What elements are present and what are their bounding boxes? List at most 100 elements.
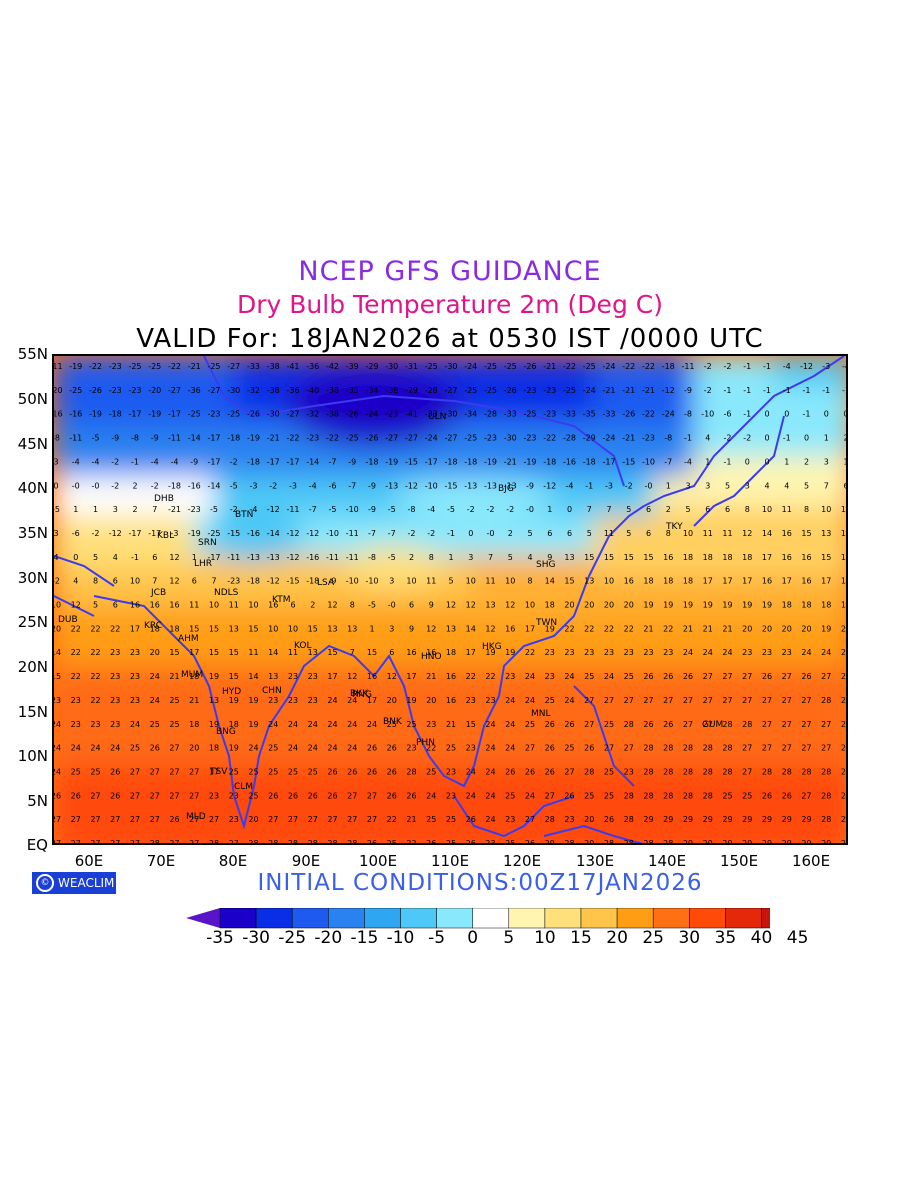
grid-value: -19 bbox=[89, 410, 102, 419]
grid-value: 13 bbox=[446, 624, 456, 633]
grid-value: -12 bbox=[306, 529, 319, 538]
grid-value: 15 bbox=[229, 672, 239, 681]
grid-value: -27 bbox=[444, 386, 457, 395]
grid-value: 27 bbox=[189, 839, 199, 845]
grid-value: -9 bbox=[151, 434, 159, 443]
grid-value: -10 bbox=[701, 410, 714, 419]
grid-value: 0 bbox=[73, 553, 78, 562]
grid-value: 28 bbox=[841, 720, 848, 729]
grid-value: -8 bbox=[131, 434, 139, 443]
grid-value: -30 bbox=[444, 410, 457, 419]
station-label: NDLS bbox=[214, 588, 239, 598]
grid-value: 29 bbox=[801, 839, 811, 845]
grid-value: -1 bbox=[724, 457, 732, 466]
grid-value: 10 bbox=[248, 601, 258, 610]
grid-value: 24 bbox=[564, 672, 574, 681]
grid-value: 19 bbox=[545, 624, 555, 633]
grid-value: 6 bbox=[152, 553, 157, 562]
grid-value: 28 bbox=[742, 720, 752, 729]
grid-value: -0 bbox=[526, 505, 534, 514]
grid-value: 15 bbox=[327, 648, 337, 657]
grid-value: -7 bbox=[329, 457, 337, 466]
grid-value: 17 bbox=[762, 553, 772, 562]
grid-value: 10 bbox=[821, 505, 831, 514]
grid-value: -21 bbox=[267, 434, 280, 443]
grid-value: -12 bbox=[286, 553, 299, 562]
grid-value: 28 bbox=[406, 767, 416, 776]
grid-value: 27 bbox=[189, 767, 199, 776]
grid-value: -25 bbox=[128, 362, 141, 371]
grid-value: 23 bbox=[624, 648, 634, 657]
grid-value: 25 bbox=[387, 839, 397, 845]
grid-value: 27 bbox=[169, 839, 179, 845]
grid-value: 27 bbox=[663, 696, 673, 705]
grid-value: 23 bbox=[446, 791, 456, 800]
grid-value: 27 bbox=[150, 791, 160, 800]
grid-value: 28 bbox=[584, 767, 594, 776]
grid-value: -2 bbox=[54, 577, 60, 586]
grid-value: 28 bbox=[821, 696, 831, 705]
grid-value: -27 bbox=[385, 434, 398, 443]
grid-value: -16 bbox=[188, 481, 201, 490]
grid-value: 28 bbox=[663, 791, 673, 800]
grid-value: -0 bbox=[645, 481, 653, 490]
grid-value: 25 bbox=[525, 720, 535, 729]
grid-value: 26 bbox=[54, 791, 61, 800]
grid-value: -1 bbox=[803, 410, 811, 419]
grid-value: -12 bbox=[405, 481, 418, 490]
grid-value-layer: -11-19-22-23-25-25-22-21-25-27-33-38-41-… bbox=[54, 362, 848, 845]
colorbar-cell bbox=[364, 908, 401, 929]
grid-value: 29 bbox=[683, 839, 693, 845]
grid-value: -5 bbox=[329, 505, 337, 514]
grid-value: 11 bbox=[426, 577, 436, 586]
grid-value: 25 bbox=[268, 767, 278, 776]
grid-value: 15 bbox=[584, 553, 594, 562]
grid-value: -25 bbox=[148, 362, 161, 371]
station-label: SHG bbox=[536, 560, 556, 570]
grid-value: 17 bbox=[722, 577, 732, 586]
grid-value: -27 bbox=[227, 362, 240, 371]
grid-value: 19 bbox=[209, 672, 219, 681]
grid-value: 28 bbox=[643, 767, 653, 776]
grid-value: 27 bbox=[801, 744, 811, 753]
grid-value: 26 bbox=[288, 791, 298, 800]
station-label: MLD bbox=[186, 812, 206, 822]
grid-value: 7 bbox=[350, 648, 355, 657]
grid-value: 13 bbox=[485, 601, 495, 610]
grid-value: -5 bbox=[210, 505, 218, 514]
grid-value: 23 bbox=[505, 815, 515, 824]
station-label: DUB bbox=[58, 615, 78, 625]
grid-value: 27 bbox=[130, 791, 140, 800]
grid-value: 29 bbox=[545, 839, 555, 845]
grid-value: -33 bbox=[247, 362, 260, 371]
grid-value: 18 bbox=[169, 624, 179, 633]
grid-value: 12 bbox=[466, 601, 476, 610]
grid-value: 0 bbox=[468, 529, 473, 538]
grid-value: 15 bbox=[229, 648, 239, 657]
grid-value: 27 bbox=[367, 791, 377, 800]
grid-value: 13 bbox=[821, 529, 831, 538]
grid-value: 6 bbox=[843, 481, 848, 490]
grid-value: 20 bbox=[742, 624, 752, 633]
grid-value: -22 bbox=[89, 362, 102, 371]
colorbar-cell bbox=[255, 908, 293, 929]
grid-value: 29 bbox=[801, 815, 811, 824]
grid-value: 28 bbox=[288, 839, 298, 845]
grid-value: 22 bbox=[564, 624, 574, 633]
grid-value: -1 bbox=[783, 386, 791, 395]
grid-value: 25 bbox=[426, 815, 436, 824]
colorbar-cell bbox=[725, 908, 762, 929]
grid-value: -25 bbox=[207, 362, 220, 371]
grid-value: 24 bbox=[150, 696, 160, 705]
grid-value: 24 bbox=[466, 791, 476, 800]
grid-value: 28 bbox=[722, 744, 732, 753]
grid-value: -2 bbox=[467, 505, 475, 514]
grid-value: -4 bbox=[92, 457, 100, 466]
grid-value: 20 bbox=[150, 648, 160, 657]
grid-value: 2 bbox=[843, 434, 848, 443]
grid-value: 26 bbox=[110, 767, 120, 776]
grid-value: -27 bbox=[286, 410, 299, 419]
colorbar-cell bbox=[761, 908, 770, 929]
grid-value: 27 bbox=[327, 815, 337, 824]
grid-value: 29 bbox=[722, 815, 732, 824]
